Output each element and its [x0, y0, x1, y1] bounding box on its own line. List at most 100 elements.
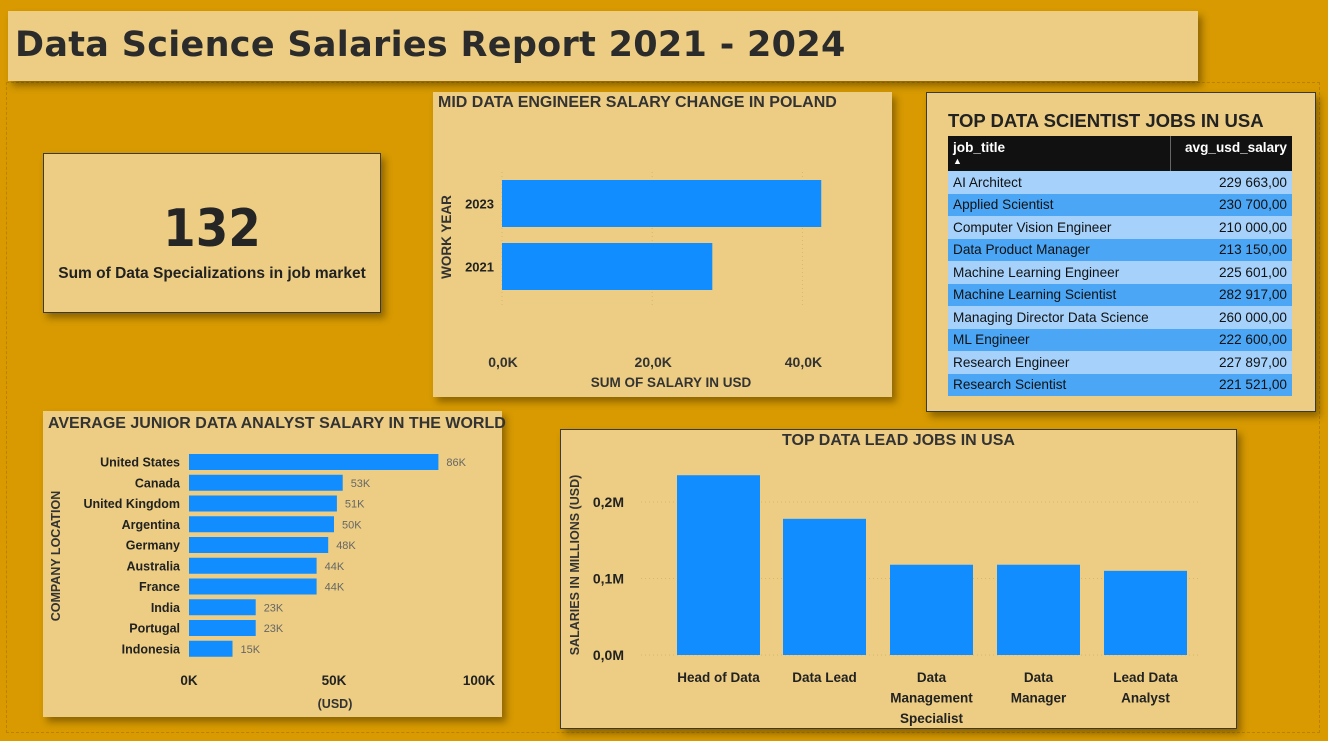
bar [189, 599, 256, 616]
job-title-cell: AI Architect [948, 171, 1171, 194]
y-tick-label: United States [100, 456, 180, 470]
data-label: 50K [342, 519, 362, 531]
y-tick-label: 0,0M [593, 647, 624, 663]
kpi-value: 132 [163, 199, 261, 259]
job-title-cell: Computer Vision Engineer [948, 216, 1171, 239]
table-row[interactable]: Research Scientist 221 521,00 [948, 373, 1292, 396]
chart-title: TOP DATA LEAD JOBS IN USA [782, 432, 1015, 449]
bar [783, 518, 866, 655]
chart-title: AVERAGE JUNIOR DATA ANALYST SALARY IN TH… [48, 415, 506, 432]
jobs-table[interactable]: job_title ▲ avg_usd_salary AI Architect 2… [948, 136, 1292, 396]
column-header-job-title[interactable]: job_title ▲ [948, 136, 1171, 171]
poland-salary-chart: 0,0K 20,0K 40,0K 2023 2021 SUM OF SALARY IN U… [439, 172, 822, 390]
bar [189, 640, 233, 657]
table-row[interactable]: Research Engineer 227 897,00 [948, 351, 1292, 374]
data-label: 44K [325, 582, 345, 594]
data-label: 44K [325, 561, 345, 573]
bar [189, 578, 317, 595]
y-tick-label: Germany [126, 539, 180, 553]
salary-cell: 229 663,00 [1170, 171, 1292, 194]
poland-salary-chart-card[interactable]: MID DATA ENGINEER SALARY CHANGE IN POLAN… [433, 92, 892, 397]
salary-cell: 221 521,00 [1170, 373, 1292, 396]
junior-analyst-chart-card[interactable]: AVERAGE JUNIOR DATA ANALYST SALARY IN TH… [43, 411, 506, 717]
bar [189, 474, 343, 491]
data-label: 51K [345, 499, 365, 511]
x-axis-label: SUM OF SALARY IN USD [591, 375, 752, 390]
table-row[interactable]: Data Product Manager 213 150,00 [948, 238, 1292, 261]
y-tick-label: Portugal [129, 622, 180, 636]
data-lead-chart: 0,0M 0,1M 0,2M Head of Data Data Lead Data Man… [568, 475, 1201, 726]
column-header-avg-usd-salary[interactable]: avg_usd_salary [1169, 136, 1292, 171]
chart-title: MID DATA ENGINEER SALARY CHANGE IN POLAN… [438, 94, 837, 111]
x-tick-label: Data Lead [792, 670, 857, 685]
bar [189, 557, 317, 574]
job-title-cell: Managing Director Data Science [948, 306, 1171, 329]
x-tick-label: 100K [463, 673, 496, 688]
bar [189, 620, 256, 636]
canvas-outline [6, 82, 1320, 733]
y-axis-label: WORK YEAR [439, 195, 454, 279]
bar [189, 516, 334, 533]
report-title: Data Science Salaries Report 2021 - 2024 [15, 25, 846, 65]
x-tick-label: 0K [180, 673, 198, 688]
y-tick-label: Argentina [122, 518, 181, 532]
data-label: 53K [351, 478, 371, 490]
job-title-cell: Research Engineer [948, 351, 1171, 374]
table-title: TOP DATA SCIENTIST JOBS IN USA [948, 110, 1264, 131]
bar [189, 454, 439, 470]
job-title-cell: Data Product Manager [948, 238, 1171, 261]
data-label: 15K [241, 644, 261, 656]
bar [677, 475, 760, 655]
table-row[interactable]: AI Architect 229 663,00 [948, 171, 1292, 194]
table-row[interactable]: Machine Learning Engineer 225 601,00 [948, 261, 1292, 284]
y-tick-label: United Kingdom [83, 497, 180, 511]
salary-cell: 225 601,00 [1170, 261, 1292, 284]
data-lead-chart-card[interactable]: TOP DATA LEAD JOBS IN USA 0,0M 0,1M 0,2M He… [560, 429, 1237, 729]
table-row[interactable]: ML Engineer 222 600,00 [948, 328, 1292, 351]
x-tick-label: 50K [322, 673, 347, 688]
job-title-cell: Machine Learning Scientist [948, 283, 1171, 306]
y-tick-label: 2023 [465, 197, 494, 212]
job-title-cell: Research Scientist [948, 373, 1171, 396]
bar [189, 537, 329, 553]
bar [189, 495, 337, 512]
x-tick-label: Data Management Specialist [890, 670, 973, 726]
title-banner: Data Science Salaries Report 2021 - 2024 [8, 11, 1198, 81]
table-row[interactable]: Applied Scientist 230 700,00 [948, 193, 1292, 216]
data-label: 23K [264, 623, 284, 635]
table-row[interactable]: Machine Learning Scientist 282 917,00 [948, 283, 1292, 306]
y-tick-label: France [139, 580, 180, 594]
salary-cell: 260 000,00 [1170, 306, 1292, 329]
bar [1104, 570, 1187, 655]
y-axis-label: COMPANY LOCATION [49, 491, 63, 622]
data-label: 48K [336, 540, 356, 552]
bar [502, 243, 713, 290]
table-row[interactable]: Computer Vision Engineer 210 000,00 [948, 216, 1292, 239]
table-row[interactable]: Managing Director Data Science 260 000,00 [948, 306, 1292, 329]
data-label: 23K [264, 602, 284, 614]
junior-analyst-chart: United States 86K Canada 53K United Kingdom 5… [49, 454, 496, 711]
y-tick-label: 2021 [465, 260, 494, 275]
job-title-cell: Machine Learning Engineer [948, 261, 1171, 284]
x-tick-label: 40,0K [785, 354, 822, 370]
salary-cell: 282 917,00 [1170, 283, 1292, 306]
salary-cell: 222 600,00 [1170, 328, 1292, 351]
data-scientist-table-card[interactable]: TOP DATA SCIENTIST JOBS IN USA job_title… [926, 92, 1316, 412]
y-tick-label: Canada [135, 476, 181, 490]
column-header-label: job_title [953, 140, 1006, 155]
kpi-label: Sum of Data Specializations in job marke… [58, 265, 366, 282]
data-label: 86K [446, 457, 466, 469]
y-tick-label: 0,1M [593, 571, 624, 587]
x-axis-label: (USD) [318, 697, 353, 711]
y-tick-label: Australia [127, 559, 182, 573]
salary-cell: 227 897,00 [1170, 351, 1292, 374]
bar [502, 180, 822, 227]
salary-cell: 230 700,00 [1170, 193, 1292, 216]
y-tick-label: Indonesia [122, 642, 181, 656]
x-tick-label: Data Manager [1011, 670, 1067, 706]
job-title-cell: ML Engineer [948, 328, 1171, 351]
bar [890, 564, 973, 655]
sort-ascending-icon[interactable]: ▲ [953, 156, 962, 166]
kpi-card[interactable]: 132 Sum of Data Specializations in job m… [43, 153, 381, 313]
x-tick-label: Lead Data Analyst [1113, 670, 1178, 706]
